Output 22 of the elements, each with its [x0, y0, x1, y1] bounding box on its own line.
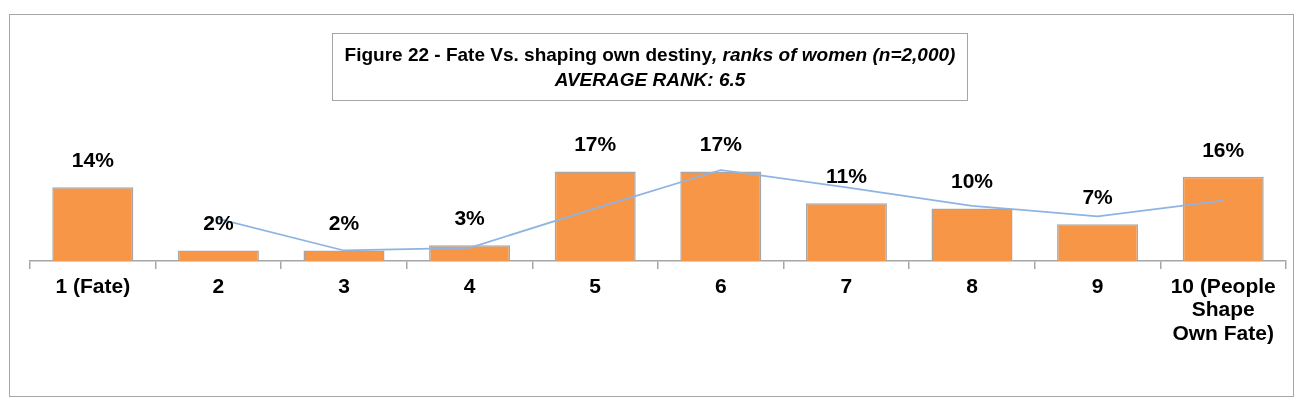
x-tick-label: 4	[463, 274, 476, 298]
data-label: 11%	[825, 163, 868, 187]
chart-title: Figure 22 - Fate Vs. shaping own destiny, ranks of women (n=2,000)	[344, 44, 956, 65]
data-label: 2%	[203, 211, 234, 235]
x-tick-label: 7	[840, 274, 853, 298]
data-label: 10%	[950, 169, 994, 193]
data-label: 17%	[699, 132, 743, 156]
x-tick-label: 5	[589, 274, 602, 298]
chart-subtitle: AVERAGE RANK: 6.5	[553, 68, 747, 92]
x-tick-label: 8	[966, 274, 979, 298]
x-tick-label: 6	[714, 274, 727, 298]
data-label: 3%	[454, 206, 486, 230]
data-label: 2%	[328, 211, 360, 235]
x-tick-label: 1 (Fate)	[55, 274, 131, 298]
data-label: 17%	[574, 132, 617, 156]
x-tick-label: 9	[1091, 274, 1104, 298]
x-tick-label: 3	[338, 274, 350, 298]
data-label: 16%	[1202, 137, 1245, 161]
data-label: 7%	[1082, 184, 1114, 208]
x-tick-label: 10 (People Shape Own Fate)	[1170, 274, 1276, 344]
x-tick-label: 2	[212, 274, 225, 298]
data-label: 14%	[71, 148, 115, 172]
